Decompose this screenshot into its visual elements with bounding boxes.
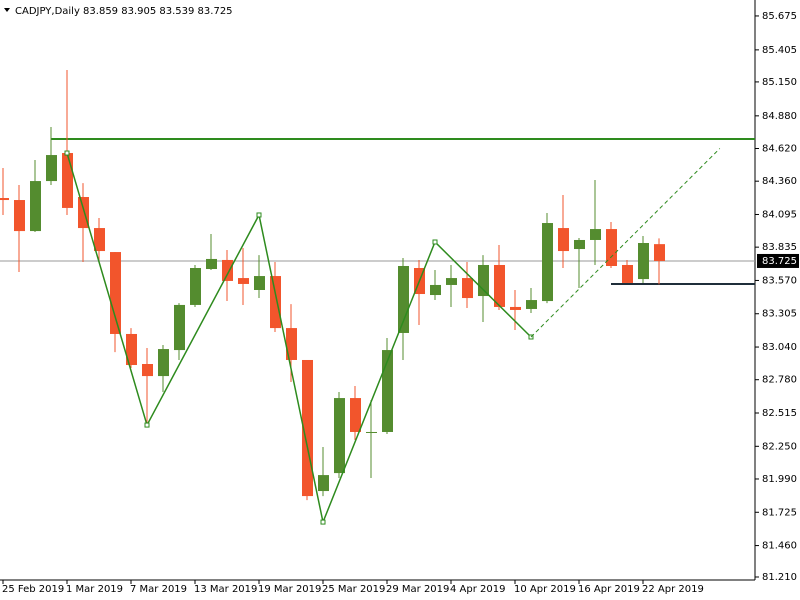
candle-body <box>30 181 41 232</box>
candle-body <box>366 431 377 433</box>
candle-body <box>510 306 521 310</box>
zigzag-vertex <box>144 422 150 428</box>
y-tick-label: 84.880 <box>762 111 797 122</box>
y-tick-label: 85.150 <box>762 77 797 88</box>
y-tick-label: 83.570 <box>762 275 797 286</box>
candle-body <box>174 304 185 351</box>
candle-body <box>206 258 217 270</box>
candle-body <box>0 198 9 201</box>
candle-body <box>318 475 329 492</box>
candle-body <box>158 349 169 377</box>
current-price-label: 83.725 <box>762 256 797 267</box>
zigzag-vertex <box>432 239 438 245</box>
candle-body <box>94 228 105 252</box>
candle-body <box>190 268 201 305</box>
candle-body <box>238 278 249 284</box>
x-tick-label: 22 Apr 2019 <box>642 584 704 595</box>
y-tick-label: 81.725 <box>762 507 797 518</box>
x-tick-label: 7 Mar 2019 <box>130 584 187 595</box>
y-tick-label: 81.990 <box>762 474 797 485</box>
candle-body <box>46 155 57 182</box>
x-tick-label: 1 Mar 2019 <box>66 584 123 595</box>
y-tick-label: 82.250 <box>762 441 797 452</box>
y-tick-label: 81.460 <box>762 541 797 552</box>
candle-body <box>446 278 457 285</box>
y-tick-label: 84.095 <box>762 209 797 220</box>
candle-body <box>574 239 585 250</box>
candle-body <box>494 264 505 307</box>
chart-title: CADJPY,Daily 83.859 83.905 83.539 83.725 <box>15 6 233 17</box>
y-tick-label: 82.515 <box>762 408 797 419</box>
y-tick-label: 83.040 <box>762 342 797 353</box>
y-tick-label: 84.360 <box>762 176 797 187</box>
candle-body <box>62 153 73 208</box>
menu-arrow <box>4 8 10 12</box>
y-tick-label: 83.305 <box>762 309 797 320</box>
zigzag-vertex <box>320 519 326 525</box>
y-tick-label: 82.780 <box>762 375 797 386</box>
candle-body <box>398 265 409 333</box>
current-price-box <box>757 253 799 268</box>
y-tick-label: 85.675 <box>762 11 797 22</box>
trend-line <box>530 148 721 338</box>
x-tick-label: 25 Feb 2019 <box>2 584 64 595</box>
candle-body <box>270 276 281 329</box>
candle-body <box>590 229 601 240</box>
y-tick-label: 83.835 <box>762 242 797 253</box>
candle-body <box>126 333 137 366</box>
x-tick-label: 19 Mar 2019 <box>258 584 321 595</box>
candle-body <box>654 244 665 261</box>
candle-body <box>478 264 489 297</box>
candle-body <box>622 264 633 283</box>
candle-body <box>302 359 313 497</box>
candle-body <box>78 197 89 229</box>
x-tick-label: 16 Apr 2019 <box>578 584 640 595</box>
x-tick-label: 29 Mar 2019 <box>386 584 449 595</box>
candle-body <box>462 278 473 299</box>
x-tick-label: 10 Apr 2019 <box>514 584 576 595</box>
y-tick-label: 81.210 <box>762 572 797 583</box>
y-tick-label: 84.620 <box>762 144 797 155</box>
zigzag-vertex <box>256 212 262 218</box>
candle-body <box>222 259 233 281</box>
candle-body <box>606 229 617 266</box>
candle-body <box>142 364 153 377</box>
candle-body <box>638 243 649 280</box>
candle-body <box>526 300 537 309</box>
candle-body <box>254 276 265 290</box>
x-tick-label: 25 Mar 2019 <box>322 584 385 595</box>
candle-body <box>334 398 345 474</box>
candle-body <box>286 328 297 360</box>
candle-body <box>382 350 393 432</box>
y-tick-label: 85.405 <box>762 45 797 56</box>
candle-body <box>542 223 553 302</box>
candle-body <box>430 284 441 296</box>
candle-body <box>558 228 569 252</box>
candle-body <box>350 398 361 432</box>
candle-body <box>14 200 25 232</box>
zigzag-line <box>66 152 532 525</box>
candle-body <box>110 252 121 334</box>
x-tick-label: 13 Mar 2019 <box>194 584 257 595</box>
x-tick-label: 4 Apr 2019 <box>450 584 505 595</box>
zigzag-vertex <box>64 150 70 156</box>
